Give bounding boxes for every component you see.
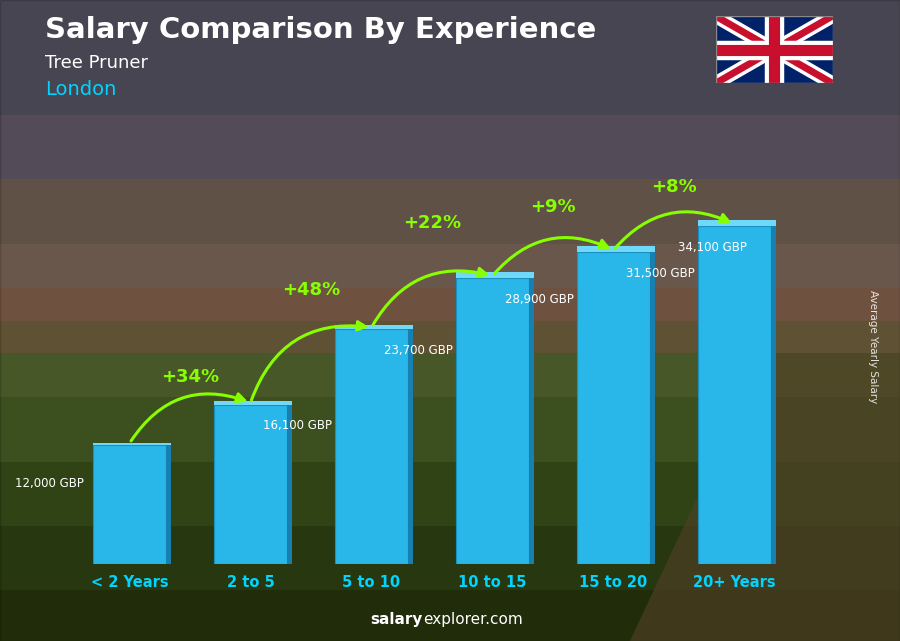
Text: +9%: +9%: [530, 199, 576, 217]
FancyBboxPatch shape: [577, 252, 650, 564]
Text: +22%: +22%: [403, 214, 461, 232]
Bar: [0, 0, 900, 115]
Text: +48%: +48%: [282, 281, 340, 299]
FancyBboxPatch shape: [94, 445, 166, 564]
FancyBboxPatch shape: [770, 226, 776, 564]
Polygon shape: [630, 353, 900, 641]
FancyBboxPatch shape: [408, 329, 413, 564]
FancyBboxPatch shape: [94, 443, 171, 445]
Text: 23,700 GBP: 23,700 GBP: [383, 344, 453, 357]
FancyBboxPatch shape: [456, 278, 529, 564]
FancyBboxPatch shape: [529, 278, 534, 564]
Text: London: London: [45, 80, 116, 99]
Text: Tree Pruner: Tree Pruner: [45, 54, 148, 72]
Text: +34%: +34%: [161, 368, 219, 386]
Text: 16,100 GBP: 16,100 GBP: [263, 419, 331, 433]
Bar: [0, 288, 900, 320]
Text: +8%: +8%: [651, 178, 697, 196]
Bar: [0, 179, 900, 244]
Text: Salary Comparison By Experience: Salary Comparison By Experience: [45, 16, 596, 44]
Text: 28,900 GBP: 28,900 GBP: [505, 293, 573, 306]
Bar: [0, 526, 900, 590]
Bar: [0, 244, 900, 288]
FancyBboxPatch shape: [698, 226, 770, 564]
FancyBboxPatch shape: [214, 401, 292, 404]
Bar: [0, 115, 900, 179]
FancyBboxPatch shape: [456, 272, 534, 278]
FancyBboxPatch shape: [166, 445, 171, 564]
Text: Average Yearly Salary: Average Yearly Salary: [868, 290, 878, 403]
FancyBboxPatch shape: [287, 404, 292, 564]
Text: 12,000 GBP: 12,000 GBP: [14, 477, 84, 490]
Bar: [0, 590, 900, 641]
Bar: [0, 462, 900, 526]
Bar: [0, 320, 900, 353]
Bar: [0, 353, 900, 397]
FancyBboxPatch shape: [214, 404, 287, 564]
Bar: [0, 397, 900, 462]
Text: 31,500 GBP: 31,500 GBP: [626, 267, 694, 280]
FancyBboxPatch shape: [577, 246, 655, 252]
FancyBboxPatch shape: [698, 219, 776, 226]
FancyBboxPatch shape: [335, 329, 408, 564]
Text: 34,100 GBP: 34,100 GBP: [678, 241, 747, 254]
FancyBboxPatch shape: [650, 252, 655, 564]
Text: explorer.com: explorer.com: [423, 612, 523, 627]
FancyBboxPatch shape: [335, 324, 413, 329]
Text: salary: salary: [371, 612, 423, 627]
